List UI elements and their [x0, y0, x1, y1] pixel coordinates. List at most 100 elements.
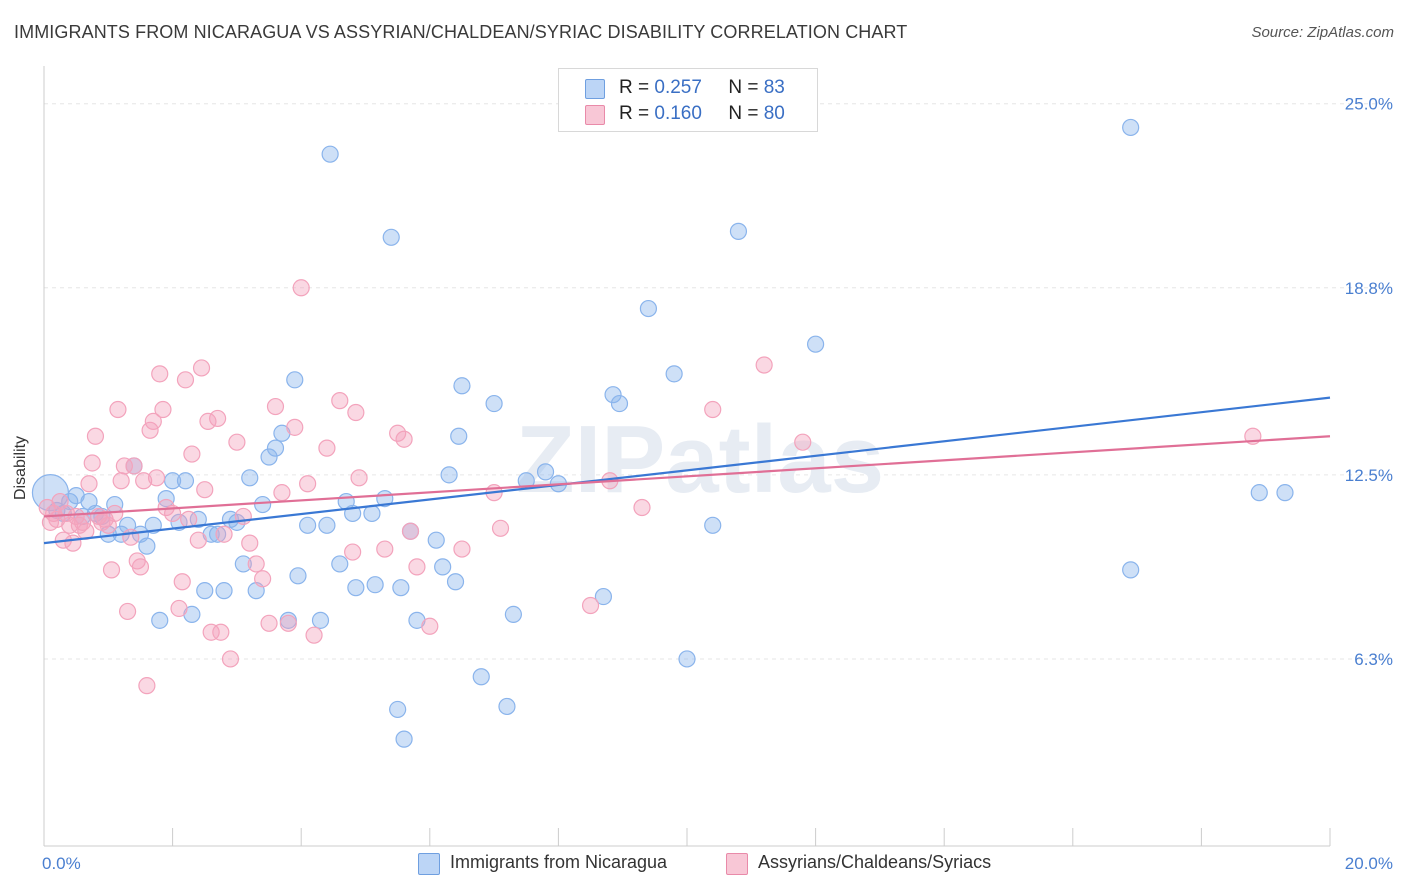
point-series-0: [440, 466, 458, 484]
point-series-1: [83, 454, 101, 472]
point-series-0: [289, 567, 307, 585]
point-series-1: [491, 519, 510, 537]
point-series-1: [286, 418, 304, 436]
legend-n-label: N =: [728, 103, 759, 124]
trend-line-series-1: [43, 435, 1331, 518]
point-series-0: [665, 365, 683, 383]
legend-swatch-pink: [585, 105, 605, 125]
point-series-0: [347, 579, 365, 597]
point-series-1: [135, 472, 153, 490]
chart-title: IMMIGRANTS FROM NICARAGUA VS ASSYRIAN/CH…: [14, 22, 908, 42]
point-series-0: [498, 697, 516, 716]
point-series-1: [704, 400, 722, 419]
point-series-0: [446, 573, 465, 591]
point-series-1: [221, 650, 240, 668]
point-series-0: [395, 730, 413, 748]
point-series-1: [176, 371, 195, 389]
point-series-1: [331, 392, 349, 410]
point-series-0: [392, 579, 410, 597]
point-series-0: [1276, 484, 1294, 502]
point-series-1: [376, 540, 394, 558]
y-tick-label-0: 6.3%: [1354, 650, 1393, 669]
point-series-1: [209, 409, 227, 428]
point-series-1: [61, 516, 79, 534]
trend-lines: [43, 396, 1331, 545]
legend-n-value: 80: [763, 103, 785, 124]
point-series-1: [112, 472, 130, 490]
tick-labels: 6.3% 12.5% 18.8% 25.0% 0.0% 20.0%: [42, 95, 1393, 873]
point-series-0: [151, 611, 169, 629]
point-series-0: [806, 335, 825, 353]
point-series-1: [794, 433, 812, 451]
point-series-1: [350, 469, 368, 487]
point-series-0: [604, 386, 622, 404]
point-series-0: [234, 555, 252, 573]
point-series-1: [141, 421, 159, 439]
point-series-1: [633, 498, 651, 517]
legend-r-value: 0.160: [654, 103, 702, 124]
point-series-0: [504, 605, 522, 624]
series-name-assyrian: Assyrians/Chaldeans/Syriacs: [758, 852, 992, 872]
point-series-1: [147, 469, 166, 487]
point-series-0: [389, 700, 407, 719]
point-series-0: [610, 394, 629, 413]
point-series-1: [102, 561, 121, 579]
legend-r-value: 0.257: [654, 77, 702, 98]
stats-legend: R = 0.257 N = 83 R = 0.160 N = 80: [558, 68, 818, 132]
point-series-0: [157, 490, 175, 508]
point-series-1: [292, 279, 310, 297]
point-series-0: [189, 510, 207, 528]
point-series-1: [131, 558, 150, 576]
point-series-0: [215, 582, 233, 600]
point-series-0: [678, 650, 696, 668]
point-series-0: [209, 525, 227, 543]
point-series-1: [453, 540, 471, 558]
point-series-1: [395, 430, 413, 448]
point-series-0: [453, 377, 471, 395]
point-series-0: [485, 394, 503, 413]
point-series-0: [1122, 561, 1140, 579]
point-series-0: [311, 611, 330, 629]
point-series-0: [138, 537, 156, 555]
point-series-0: [254, 495, 272, 514]
gridlines: [44, 103, 1390, 660]
watermark: ZIPatlas: [516, 406, 884, 513]
point-series-0: [536, 463, 555, 481]
x-tick-label-1: 20.0%: [1345, 854, 1393, 873]
point-series-1: [273, 484, 291, 502]
point-series-1: [70, 516, 88, 534]
point-series-0: [363, 504, 381, 523]
point-series-1: [189, 531, 207, 549]
point-series-1: [115, 457, 133, 475]
point-series-1: [199, 412, 217, 430]
point-series-1: [247, 555, 265, 573]
point-series-1: [254, 570, 272, 588]
point-series-1: [80, 475, 98, 493]
point-series-1: [202, 623, 220, 641]
point-series-1: [183, 445, 201, 463]
point-series-1: [138, 677, 156, 695]
point-series-0: [639, 299, 658, 318]
y-tick-label-2: 18.8%: [1345, 279, 1393, 298]
point-series-1: [755, 356, 773, 374]
point-series-0: [1250, 484, 1268, 502]
point-series-1: [266, 397, 285, 416]
point-series-1: [389, 424, 407, 442]
source-note: Source: ZipAtlas.com: [1251, 24, 1394, 41]
series-swatch-blue: [418, 853, 440, 875]
point-series-0: [321, 145, 339, 163]
point-series-1: [305, 626, 323, 644]
point-series-0: [266, 439, 285, 457]
point-series-1: [125, 457, 143, 475]
point-series-1: [170, 599, 188, 618]
y-tick-label-1: 12.5%: [1345, 466, 1393, 485]
point-series-0: [472, 668, 490, 686]
point-series-1: [347, 403, 365, 422]
point-series-0: [729, 222, 748, 240]
point-series-0: [594, 587, 613, 606]
point-series-0: [382, 228, 400, 246]
point-series-0: [366, 576, 384, 594]
point-series-1: [215, 525, 233, 543]
point-series-1: [180, 510, 198, 528]
